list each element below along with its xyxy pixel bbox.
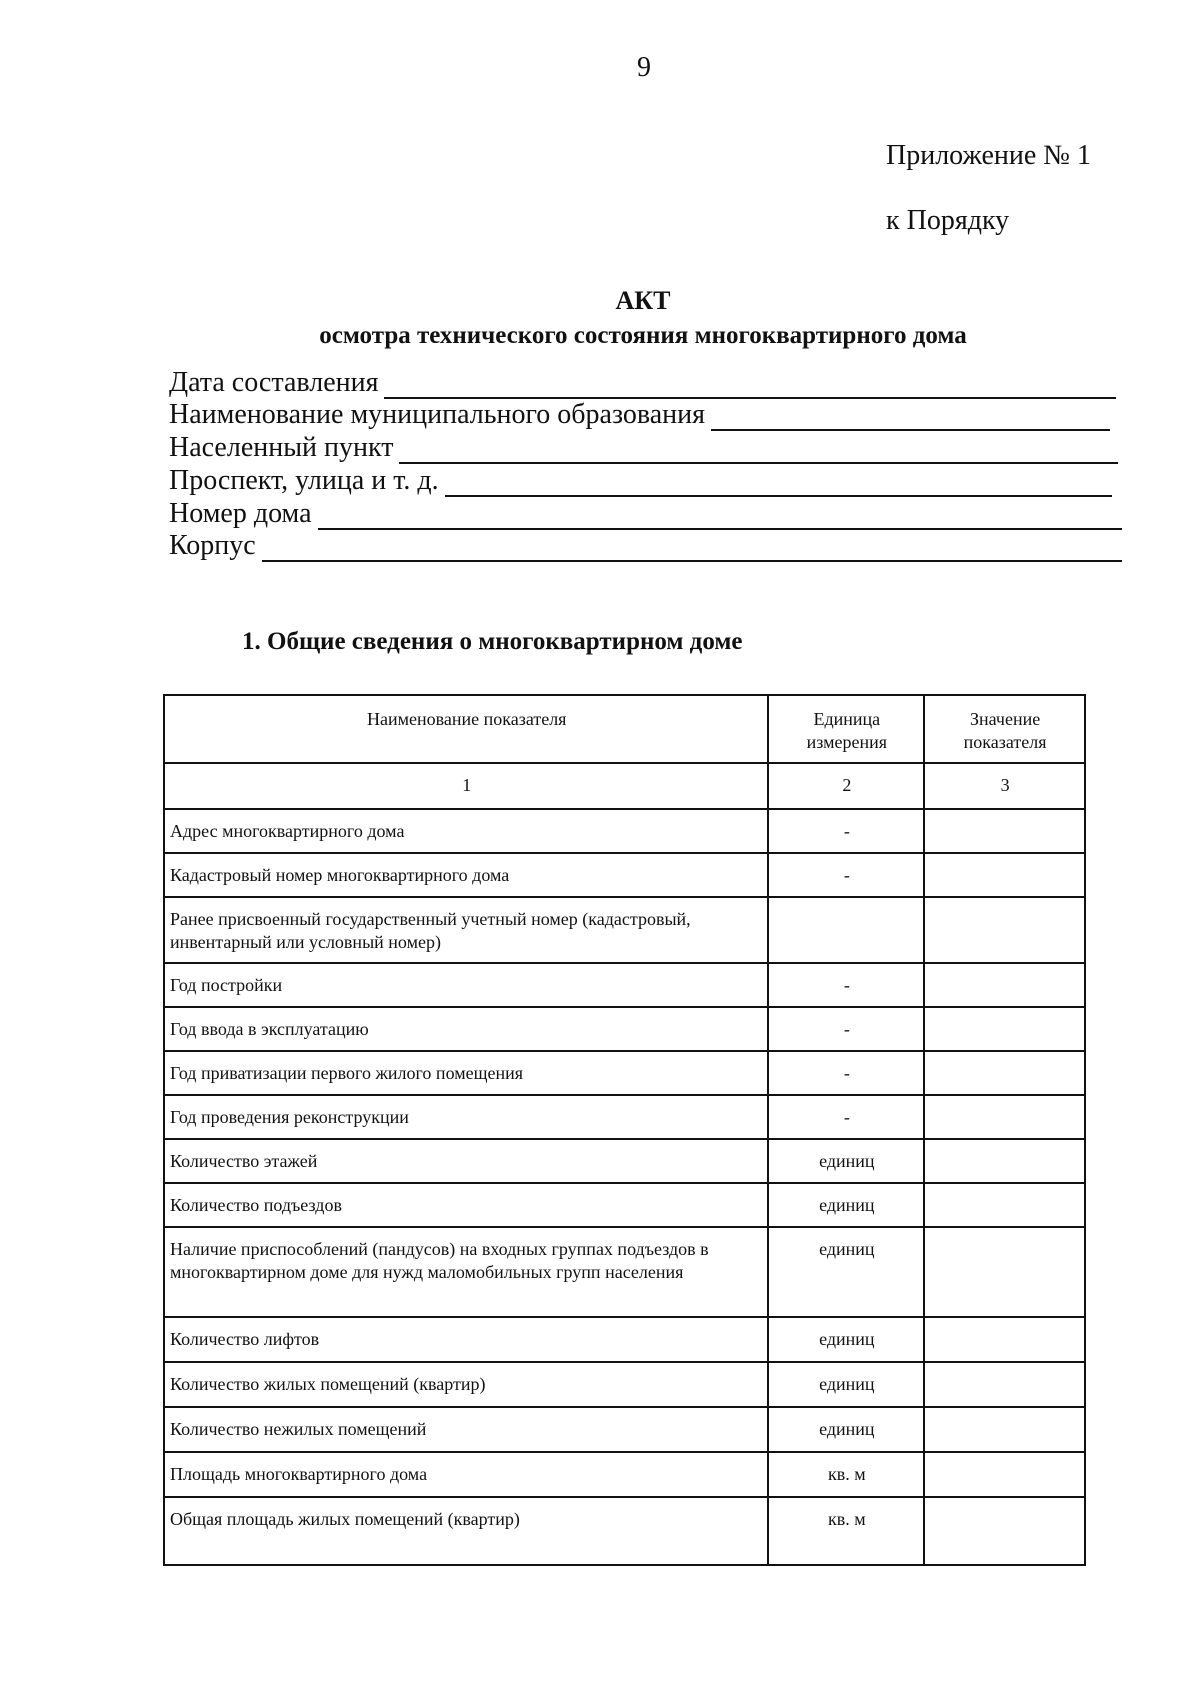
unit-cell: - [767,1006,926,1052]
value-cell[interactable] [923,962,1086,1008]
indicator-name: Год проведения реконструкции [162,1094,770,1140]
table-row: Наличие приспособлений (пандусов) на вхо… [162,1226,1086,1318]
general-info-table: Наименование показателя Единица измерени… [162,694,1086,1566]
table-row: Кадастровый номер многоквартирного дома - [162,852,1086,898]
indicator-name: Количество этажей [162,1138,770,1184]
field-input-line[interactable] [444,471,1112,497]
document-subtitle: осмотра технического состояния многоквар… [319,322,967,349]
form-field: Населенный пункт [169,431,1118,464]
unit-cell: единиц [767,1406,926,1453]
table-row: Площадь многоквартирного дома кв. м [162,1451,1086,1498]
appendix-number: Приложение № 1 [886,140,1091,171]
table-row: Год ввода в эксплуатацию - [162,1006,1086,1052]
value-cell[interactable] [923,896,1086,964]
unit-cell: единиц [767,1226,926,1318]
value-cell[interactable] [923,1006,1086,1052]
value-cell[interactable] [923,808,1086,854]
table-row: Ранее присвоенный государственный учетны… [162,896,1086,964]
unit-cell: единиц [767,1361,926,1408]
header-unit: Единица измерения [767,694,926,764]
field-label: Населенный пункт [169,432,394,463]
indicator-name: Количество подъездов [162,1182,770,1228]
value-cell[interactable] [923,1094,1086,1140]
form-field: Номер дома [169,497,1122,530]
indicator-name: Год ввода в эксплуатацию [162,1006,770,1052]
value-cell[interactable] [923,1406,1086,1453]
table-row: Год постройки - [162,962,1086,1008]
value-cell[interactable] [923,1182,1086,1228]
value-cell[interactable] [923,1316,1086,1363]
unit-cell: кв. м [767,1496,926,1566]
page-number: 9 [637,52,651,83]
form-field: Наименование муниципального образования [169,398,1110,431]
unit-cell: кв. м [767,1451,926,1498]
form-field: Дата составления [169,366,1116,399]
unit-cell: единиц [767,1316,926,1363]
indicator-name: Год постройки [162,962,770,1008]
value-cell[interactable] [923,1496,1086,1566]
value-cell[interactable] [923,852,1086,898]
column-number: 1 [162,762,770,810]
column-number-row: 1 2 3 [162,762,1086,810]
table-row: Количество этажей единиц [162,1138,1086,1184]
table-row: Количество нежилых помещений единиц [162,1406,1086,1453]
field-input-line[interactable] [261,536,1122,562]
table-row: Год проведения реконструкции - [162,1094,1086,1140]
table-row: Количество жилых помещений (квартир) един… [162,1361,1086,1408]
column-number: 2 [767,762,926,810]
unit-cell [767,896,926,964]
indicator-name: Общая площадь жилых помещений (квартир) [162,1496,770,1566]
form-field: Проспект, улица и т. д. [169,464,1112,497]
appendix-reference: к Порядку [886,205,1010,236]
document-title: АКТ [615,286,671,315]
field-label: Корпус [169,530,256,561]
unit-cell: - [767,808,926,854]
value-cell[interactable] [923,1226,1086,1318]
indicator-name: Наличие приспособлений (пандусов) на вхо… [162,1226,770,1318]
field-input-line[interactable] [399,438,1118,464]
table-row: Количество лифтов единиц [162,1316,1086,1363]
table-row: Адрес многоквартирного дома - [162,808,1086,854]
unit-cell: единиц [767,1138,926,1184]
field-input-line[interactable] [384,373,1116,399]
indicator-name: Адрес многоквартирного дома [162,808,770,854]
unit-cell: - [767,1050,926,1096]
value-cell[interactable] [923,1451,1086,1498]
indicator-name: Ранее присвоенный государственный учетны… [162,896,770,964]
field-input-line[interactable] [317,504,1122,530]
field-label: Проспект, улица и т. д. [169,465,439,496]
field-label: Дата составления [169,367,379,398]
section-heading: 1. Общие сведения о многоквартирном доме [242,628,743,655]
column-number: 3 [923,762,1086,810]
indicator-name: Год приватизации первого жилого помещени… [162,1050,770,1096]
field-label: Наименование муниципального образования [169,399,705,430]
table-header-row: Наименование показателя Единица измерени… [162,694,1086,764]
indicator-name: Количество лифтов [162,1316,770,1363]
field-label: Номер дома [169,498,312,529]
table-row: Количество подъездов единиц [162,1182,1086,1228]
form-field: Корпус [169,529,1122,562]
unit-cell: единиц [767,1182,926,1228]
header-value: Значение показателя [923,694,1086,764]
header-name: Наименование показателя [162,694,770,764]
indicator-name: Кадастровый номер многоквартирного дома [162,852,770,898]
value-cell[interactable] [923,1138,1086,1184]
value-cell[interactable] [923,1050,1086,1096]
value-cell[interactable] [923,1361,1086,1408]
field-input-line[interactable] [710,405,1110,431]
unit-cell: - [767,962,926,1008]
unit-cell: - [767,852,926,898]
indicator-name: Количество жилых помещений (квартир) [162,1361,770,1408]
table-row: Год приватизации первого жилого помещени… [162,1050,1086,1096]
indicator-name: Количество нежилых помещений [162,1406,770,1453]
unit-cell: - [767,1094,926,1140]
table-row: Общая площадь жилых помещений (квартир) к… [162,1496,1086,1566]
indicator-name: Площадь многоквартирного дома [162,1451,770,1498]
